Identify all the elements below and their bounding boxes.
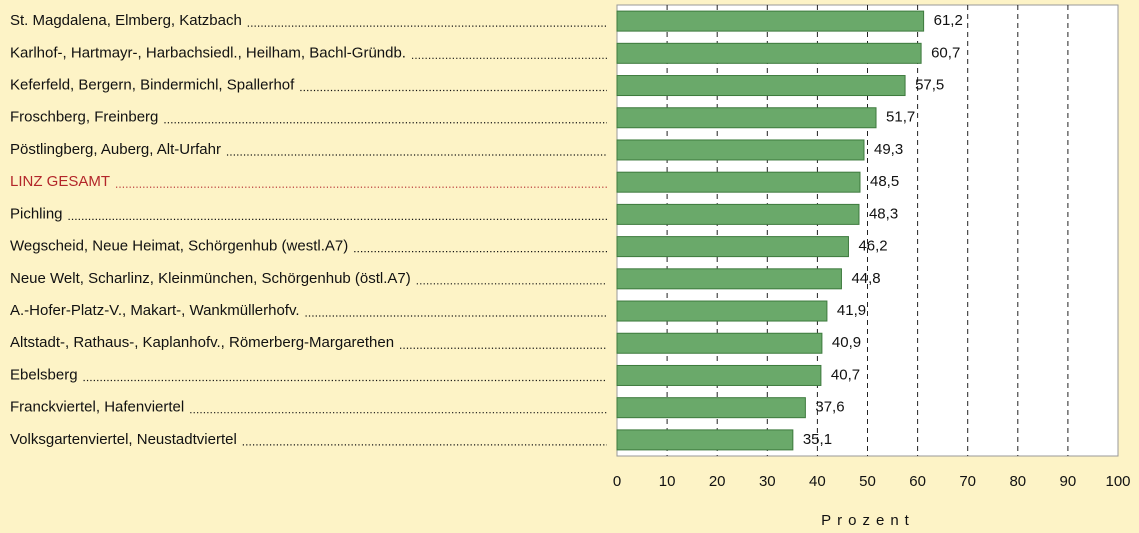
value-label: 44,8 — [851, 270, 880, 287]
value-label: 46,2 — [858, 238, 887, 255]
category-label: St. Magdalena, Elmberg, Katzbach — [10, 12, 242, 29]
bar — [616, 397, 806, 419]
category-label: Wegscheid, Neue Heimat, Schörgenhub (wes… — [10, 238, 348, 255]
bar — [616, 42, 922, 64]
x-tick-label: 40 — [809, 473, 826, 490]
bar — [616, 139, 865, 161]
value-label: 51,7 — [886, 109, 915, 126]
value-label: 60,7 — [931, 44, 960, 61]
bar — [616, 429, 794, 451]
value-label: 48,3 — [869, 205, 898, 222]
value-label: 48,5 — [870, 173, 899, 190]
bar — [616, 203, 860, 225]
category-label: Keferfeld, Bergern, Bindermichl, Spaller… — [10, 77, 295, 94]
value-label: 49,3 — [874, 141, 903, 158]
bar — [616, 364, 822, 386]
category-label: Ebelsberg — [10, 366, 78, 383]
value-label: 57,5 — [915, 77, 944, 94]
category-label: Franckviertel, Hafenviertel — [10, 399, 184, 416]
category-label: Neue Welt, Scharlinz, Kleinmünchen, Schö… — [10, 270, 411, 287]
value-label: 40,9 — [832, 334, 861, 351]
x-tick-label: 20 — [709, 473, 726, 490]
x-axis-label: Prozent — [821, 512, 915, 529]
x-tick-label: 10 — [659, 473, 676, 490]
bar — [616, 332, 823, 354]
category-label: Froschberg, Freinberg — [10, 109, 158, 126]
x-tick-label: 100 — [1105, 473, 1130, 490]
category-label: Pichling — [10, 205, 63, 222]
category-label: Karlhof-, Hartmayr-, Harbachsiedl., Heil… — [10, 44, 406, 61]
bar — [616, 236, 849, 258]
bar — [616, 107, 877, 129]
x-tick-label: 70 — [959, 473, 976, 490]
value-label: 35,1 — [803, 431, 832, 448]
category-label: A.-Hofer-Platz-V., Makart-, Wankmüllerho… — [10, 302, 300, 319]
x-tick-label: 80 — [1009, 473, 1026, 490]
bar — [616, 268, 842, 290]
bar — [616, 300, 828, 322]
category-label: Volksgartenviertel, Neustadtviertel — [10, 431, 237, 448]
x-tick-label: 60 — [909, 473, 926, 490]
category-label: LINZ GESAMT — [10, 173, 110, 190]
bar — [616, 75, 906, 97]
value-label: 41,9 — [837, 302, 866, 319]
bar — [616, 171, 861, 193]
value-label: 40,7 — [831, 366, 860, 383]
x-tick-label: 90 — [1060, 473, 1077, 490]
x-tick-label: 30 — [759, 473, 776, 490]
x-tick-label: 0 — [613, 473, 621, 490]
value-label: 61,2 — [934, 12, 963, 29]
category-label: Pöstlingberg, Auberg, Alt-Urfahr — [10, 141, 221, 158]
value-label: 37,6 — [815, 399, 844, 416]
category-label: Altstadt-, Rathaus-, Kaplanhofv., Römerb… — [10, 334, 394, 351]
bar — [616, 10, 925, 32]
x-tick-label: 50 — [859, 473, 876, 490]
